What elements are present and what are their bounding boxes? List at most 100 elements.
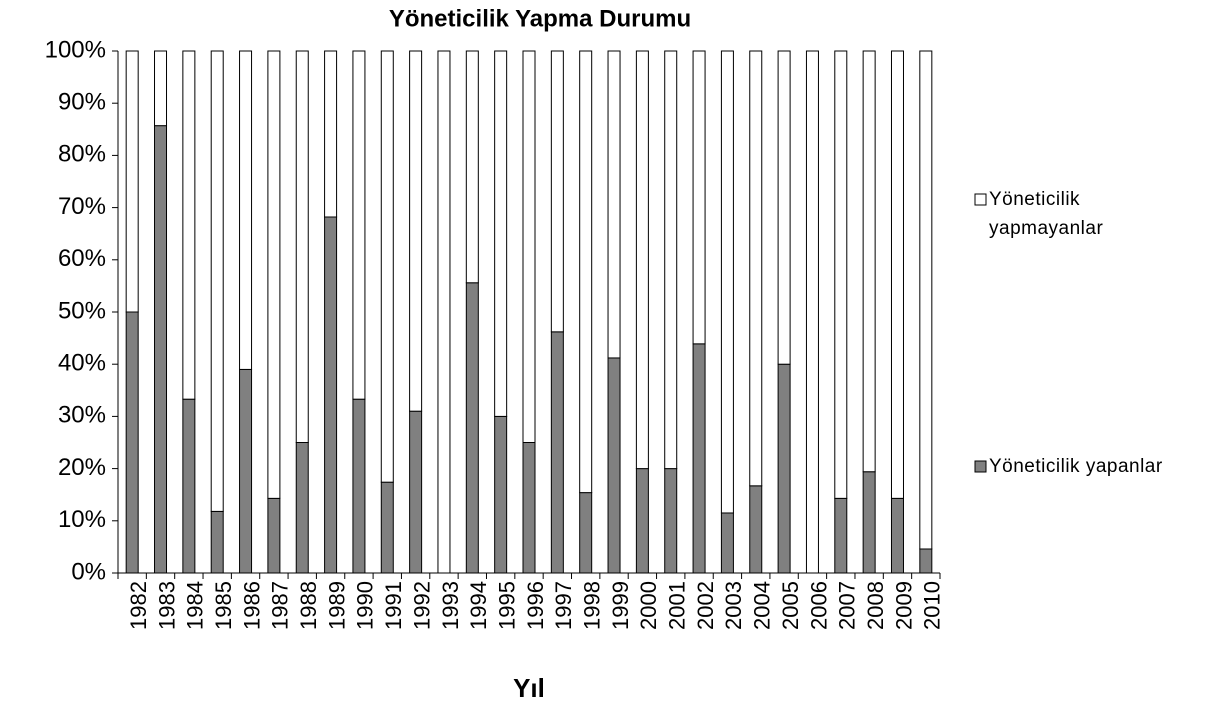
y-tick-label: 20%	[58, 454, 106, 481]
x-tick-label: 2010	[920, 581, 945, 630]
legend-label: Yöneticilik yapmayanlar	[989, 189, 1104, 239]
x-tick-label: 1988	[296, 581, 321, 630]
legend-swatch	[974, 460, 987, 473]
bar-segment	[635, 468, 649, 574]
bar-segment	[239, 50, 253, 370]
x-tick-label: 2005	[778, 581, 803, 630]
bar-segment	[777, 363, 791, 574]
x-axis-title: Yıl	[513, 673, 545, 703]
x-tick-label: 1995	[494, 581, 519, 630]
bar-segment	[125, 50, 139, 313]
bar-segment	[919, 548, 933, 574]
x-tick-label: 2000	[636, 581, 661, 630]
y-tick-label: 10%	[58, 506, 106, 533]
x-tick-label: 1991	[381, 581, 406, 630]
x-tick-label: 1986	[239, 581, 264, 630]
y-tick-label: 0%	[71, 558, 106, 585]
bar-segment	[352, 50, 366, 400]
bar-segment	[579, 492, 593, 574]
bar-segment	[550, 331, 564, 574]
bar-segment	[607, 357, 621, 574]
x-tick-label: 2009	[891, 581, 916, 630]
y-tick-label: 40%	[58, 350, 106, 377]
bar-segment	[919, 50, 933, 550]
bar-segment	[437, 50, 451, 574]
bar-segment	[522, 442, 536, 574]
x-tick-label: 1994	[466, 581, 491, 630]
bar-segment	[494, 415, 508, 574]
bar-segment	[182, 398, 196, 574]
x-tick-label: 1984	[183, 581, 208, 630]
x-tick-label: 2006	[806, 581, 831, 630]
bar-segment	[522, 50, 536, 443]
bar-segment	[777, 50, 791, 365]
x-tick-label: 2001	[665, 581, 690, 630]
bar-segment	[154, 50, 168, 127]
bar-segment	[295, 50, 309, 443]
bar-segment	[295, 442, 309, 574]
bar-segment	[380, 50, 394, 483]
legend-label: Yöneticilik yapanlar	[989, 456, 1163, 477]
x-tick-label: 1997	[551, 581, 576, 630]
chart-title: Yöneticilik Yapma Durumu	[389, 5, 691, 32]
bar-segment	[692, 50, 706, 345]
bar-segment	[324, 50, 338, 218]
x-tick-label: 1989	[324, 581, 349, 630]
y-tick-label: 70%	[58, 193, 106, 220]
bar-segment	[210, 50, 224, 512]
x-tick-label: 2007	[835, 581, 860, 630]
x-tick-label: 2002	[693, 581, 718, 630]
bar-segment	[664, 468, 678, 574]
bar-segment	[409, 50, 423, 412]
bar-segment	[749, 485, 763, 574]
y-tick-label: 80%	[58, 141, 106, 168]
bar-segment	[720, 50, 734, 514]
bar-segment	[465, 282, 479, 574]
legend-swatch	[974, 193, 987, 206]
bar-segment	[890, 50, 904, 499]
bar-segment	[210, 510, 224, 574]
x-tick-label: 2003	[721, 581, 746, 630]
bar-segment	[494, 50, 508, 417]
bar-segment	[749, 50, 763, 487]
bar-segment	[607, 50, 621, 359]
bar-segment	[862, 50, 876, 473]
bar-segment	[409, 410, 423, 574]
bar-segment	[324, 216, 338, 574]
x-tick-label: 2004	[750, 581, 775, 630]
bar-segment	[805, 50, 819, 574]
y-tick-label: 90%	[58, 89, 106, 116]
bar-segment	[352, 398, 366, 574]
y-tick-label: 100%	[45, 36, 106, 63]
bar-segment	[834, 497, 848, 574]
bar-segment	[550, 50, 564, 333]
bar-segment	[125, 311, 139, 574]
x-tick-label: 1993	[438, 581, 463, 630]
bar-segment	[720, 512, 734, 574]
bar-segment	[890, 497, 904, 574]
y-tick-label: 50%	[58, 297, 106, 324]
bar-segment	[267, 497, 281, 574]
bar-segment	[267, 50, 281, 499]
bar-segment	[635, 50, 649, 470]
x-tick-label: 1999	[608, 581, 633, 630]
x-tick-label: 1998	[580, 581, 605, 630]
x-tick-label: 1990	[353, 581, 378, 630]
x-tick-label: 1985	[211, 581, 236, 630]
x-tick-label: 1983	[154, 581, 179, 630]
bar-segment	[239, 368, 253, 574]
x-tick-label: 1996	[523, 581, 548, 630]
bar-segment	[465, 50, 479, 284]
bar-segment	[664, 50, 678, 470]
x-tick-label: 2008	[863, 581, 888, 630]
y-tick-label: 30%	[58, 402, 106, 429]
bar-segment	[834, 50, 848, 499]
y-tick-label: 60%	[58, 245, 106, 272]
bar-segment	[154, 125, 168, 574]
bar-segment	[692, 343, 706, 574]
bar-segment	[182, 50, 196, 400]
x-tick-label: 1982	[126, 581, 151, 630]
x-tick-label: 1987	[268, 581, 293, 630]
